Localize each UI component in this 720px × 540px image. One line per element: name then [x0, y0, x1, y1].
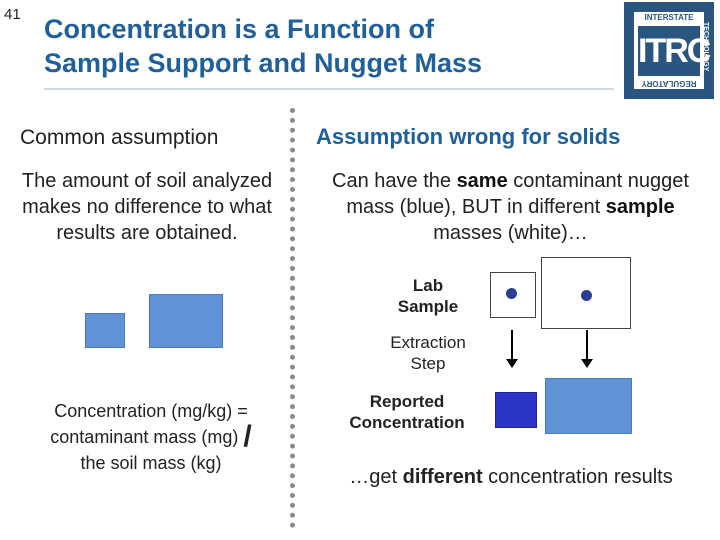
different-results-text: …get different concentration results [316, 466, 706, 489]
para-part-3: masses (white)… [433, 222, 588, 244]
large-soil-square [149, 294, 223, 348]
bottom-part-1: …get [349, 466, 403, 488]
para-part-2: contaminant nugget mass (blue), BUT in d… [346, 170, 689, 218]
concentration-formula: Concentration (mg/kg) = contaminant mass… [16, 398, 286, 476]
down-arrow-icon [586, 330, 588, 360]
assumption-wrong-text: Can have the same contaminant nugget mas… [318, 168, 703, 246]
logo-regulatory-text: REGULATORY [641, 79, 697, 88]
logo-interstate-text: INTERSTATE [644, 13, 694, 22]
para-bold-sample: sample [605, 196, 675, 218]
formula-line-1: Concentration (mg/kg) = [54, 401, 248, 421]
low-concentration-square [545, 378, 632, 434]
column-divider [290, 108, 295, 528]
nugget-dot-small [506, 288, 517, 299]
common-assumption-heading: Common assumption [20, 126, 219, 149]
arrow-head-icon [506, 359, 518, 368]
slide-title: Concentration is a Function of Sample Su… [44, 12, 604, 80]
title-line-1: Concentration is a Function of [44, 14, 434, 44]
extraction-step-label: Extraction Step [390, 333, 466, 373]
high-concentration-square [495, 392, 537, 428]
common-assumption-text: The amount of soil analyzed makes no dif… [21, 170, 273, 244]
bottom-part-2: concentration results [482, 466, 673, 488]
para-part-1: Can have the [332, 170, 457, 192]
assumption-wrong-heading: Assumption wrong for solids [316, 124, 621, 149]
formula-line-2: contaminant mass (mg) / [16, 422, 286, 452]
lab-sample-label: Lab Sample [397, 276, 459, 316]
reported-concentration-label: Reported Concentration [349, 392, 465, 432]
slide-number: 41 [4, 6, 21, 23]
bottom-bold-different: different [402, 466, 483, 488]
small-soil-square [85, 313, 125, 348]
down-arrow-icon [511, 330, 513, 360]
title-underline [44, 88, 614, 90]
nugget-dot-large [581, 290, 592, 301]
formula-line-3: the soil mass (kg) [80, 453, 222, 473]
arrow-head-icon [581, 359, 593, 368]
title-line-2: Sample Support and Nugget Mass [44, 48, 483, 78]
logo-council-text: COUNCIL [619, 0, 626, 32]
logo-inner-panel: INTERSTATE ITRC REGULATORY [634, 12, 711, 89]
para-bold-same: same [456, 170, 508, 192]
logo-itrc-text: ITRC [638, 26, 711, 76]
itrc-logo: COUNCIL TECHNOLOGY INTERSTATE ITRC REGUL… [619, 0, 714, 99]
formula-slash: / [243, 420, 252, 453]
formula-numerator: contaminant mass (mg) [50, 427, 239, 447]
